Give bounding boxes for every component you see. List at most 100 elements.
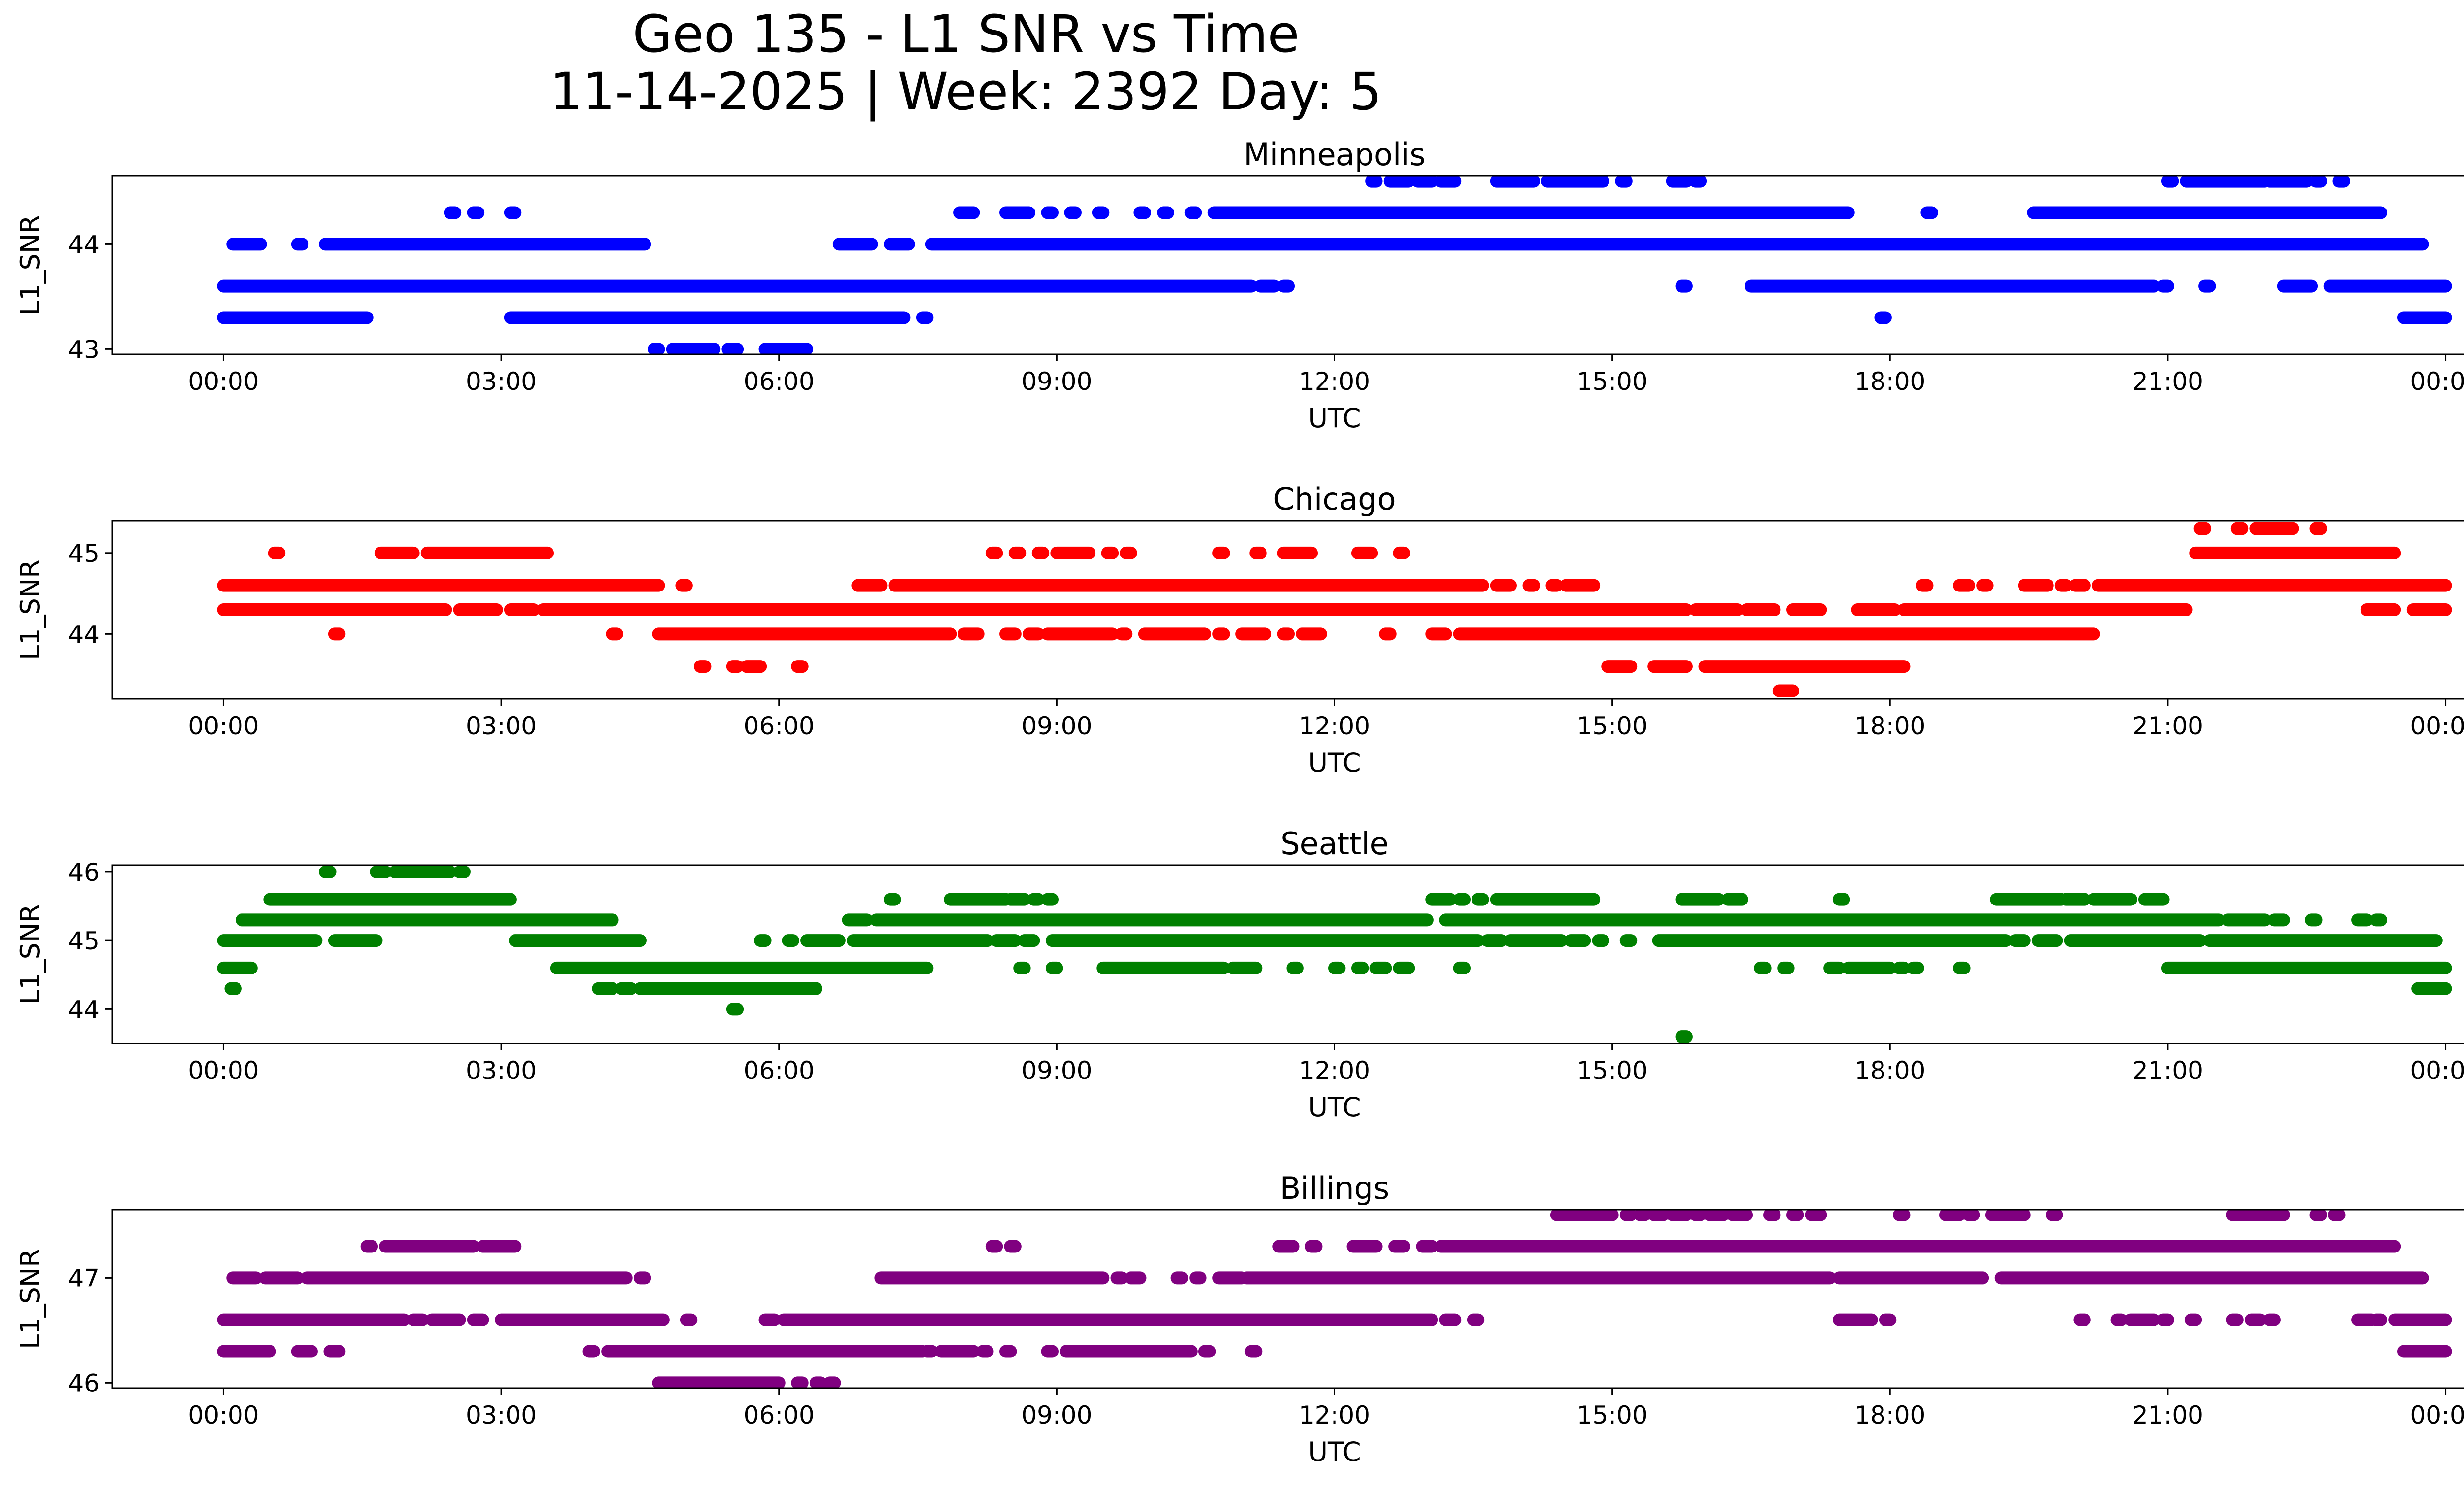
data-point-run [2226,1210,2290,1221]
data-point-run [606,627,623,641]
data-point-run [615,982,638,995]
data-point-run [370,865,392,878]
panel-chicago: Chicago 00:00 03:00 06:00 09:00 12:00 15:00 18:… [15,481,2464,778]
data-point-run [217,279,1258,293]
data-point-run [1772,684,1799,697]
data-point-run [1842,961,1897,974]
data-point-run [2110,1313,2128,1326]
x-tick-label: 06:00 [744,367,815,396]
data-point-run [1675,279,1693,293]
data-point-run [2230,522,2249,535]
x-tick-label: 18:00 [1854,1056,1925,1085]
data-point-run [1666,1210,1693,1221]
data-point-run [328,934,383,947]
data-point-run [1953,961,1971,974]
data-point-run [1435,1240,2401,1253]
y-tick-label: 46 [68,1369,100,1397]
data-point-run [1425,627,1452,641]
data-point-run [1383,176,1415,188]
x-tick-label: 18:00 [1854,367,1925,396]
data-point-run [1490,176,1540,188]
data-point-run [1425,893,1457,906]
data-point-run [1120,546,1137,559]
data-point-run [2309,1210,2327,1221]
panels: Minneapolis 00:00 03:00 06:00 09:00 12:00 15:0… [15,137,2464,1467]
data-point-run [1435,176,1462,188]
y-tick-label: 45 [68,927,100,955]
data-point-run [1244,1345,1263,1358]
x-tick-label: 00:00 [2410,1056,2464,1085]
data-point-run [509,934,647,947]
x-tick-label: 00:00 [2410,712,2464,740]
data-point-run [504,206,522,219]
data-point-run [2069,579,2091,592]
data-point-run [217,579,665,592]
data-point-run [1745,279,2160,293]
data-point-run [1050,546,1096,559]
y-axis-label: L1_SNR [15,904,46,1005]
data-point-run [1874,311,1892,324]
data-point-run [2309,522,2327,535]
data-point-run [1416,1240,1438,1253]
data-point-run [884,238,915,251]
data-point-run [1953,579,1975,592]
data-point-run [1893,1210,1911,1221]
data-point-run [1393,961,1415,974]
data-point-run [592,982,619,995]
data-point-run [1698,660,1911,673]
data-point-run [1916,579,1934,592]
x-tick-label: 06:00 [744,1401,815,1429]
data-point-run [495,1313,670,1326]
data-point-run [1249,546,1267,559]
data-point-run [1976,579,1994,592]
data-point-run [1226,961,1263,974]
data-point-run [2189,546,2401,559]
data-point-run [550,961,934,974]
data-point-run [782,934,799,947]
x-tick-label: 00:00 [188,1056,259,1085]
y-tick-label: 43 [68,335,100,364]
data-point-run [1619,1210,1638,1221]
plot-frame [111,1209,2464,1389]
data-point-run [842,913,874,927]
data-point-run [1008,546,1027,559]
data-point-run [444,206,462,219]
data-point-run [2161,961,2452,974]
data-point-run [2180,176,2272,188]
data-point-run [2388,1313,2452,1326]
data-point-run [1985,1210,2031,1221]
x-tick-label: 21:00 [2132,1056,2203,1085]
data-point-run [1286,961,1304,974]
data-point-run [740,660,767,673]
y-tick-label: 44 [68,620,100,649]
data-point-run [1453,893,1471,906]
data-point-run [1962,1210,1980,1221]
data-point-run [1786,1210,1804,1221]
data-point-run [226,1271,263,1285]
data-point-run [999,1345,1017,1358]
data-point-run [1124,1271,1147,1285]
data-point-run [870,913,1434,927]
data-point-run [1675,893,1725,906]
data-point-run [2277,279,2318,293]
x-tick-label: 03:00 [466,1056,537,1085]
data-point-run [1786,603,1827,616]
panel-seattle: Seattle 00:00 03:00 06:00 09:00 12:00 15:00 18:… [15,826,2464,1123]
data-point-run [1411,176,1438,188]
data-point-run [2092,579,2452,592]
data-point-run [726,660,744,673]
data-point-run [1092,206,1110,219]
data-point-run [217,603,452,616]
data-point-run [2360,603,2401,616]
data-point-run [2059,893,2091,906]
data-point-run [777,1313,1438,1326]
data-point-run [1328,961,1346,974]
chart-subtitle: 11-14-2025 | Week: 2392 Day: 5 [550,62,1382,122]
data-point-run [925,238,2429,251]
y-axis-label: L1_SNR [15,1249,46,1349]
x-tick-label: 21:00 [2132,712,2203,740]
data-point-run [236,913,619,927]
x-axis-label: UTC [1308,747,1361,778]
plot-frame [111,175,2464,355]
data-point-run [217,934,323,947]
